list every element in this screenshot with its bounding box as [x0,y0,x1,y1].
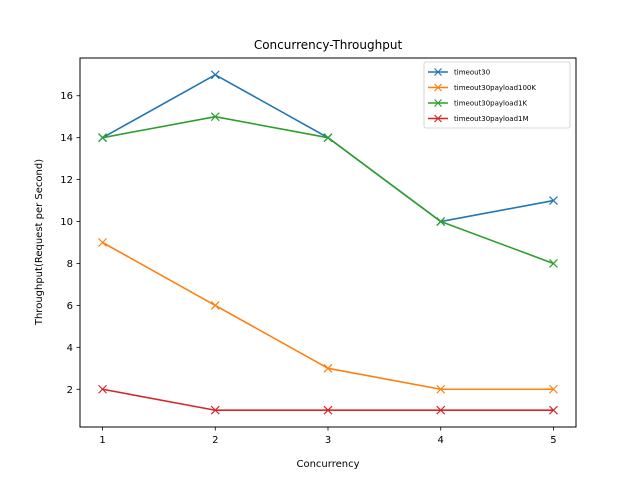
data-point [210,112,220,122]
legend-label: timeout30payload1M [454,115,529,123]
series-timeout30payload1M [98,384,558,415]
series-timeout30payload100K [98,238,558,394]
legend-label: timeout30payload100K [454,84,536,92]
data-point [323,133,333,143]
legend-item: timeout30payload100K [428,83,536,92]
legend-box [423,61,571,129]
y-axis-label: Throughput(Request per Second) [34,159,45,326]
data-point [210,405,220,415]
y-tick-label: 14 [60,133,73,144]
legend-marker [434,83,442,92]
data-point [210,300,220,310]
x-axis-label: Concurrency [296,459,359,470]
x-tick-label: 3 [325,435,331,446]
y-tick-label: 10 [60,217,73,228]
data-point [549,384,558,394]
data-point [98,238,107,247]
x-tick-label: 1 [99,435,105,446]
y-tick-label: 8 [67,259,73,270]
data-point [210,70,220,80]
legend-marker [434,68,442,76]
x-tick-label: 5 [550,435,556,446]
plot-marks [98,70,558,415]
data-point [98,384,107,394]
legend-label: timeout30 [454,69,490,77]
legend-item: timeout30payload1M [428,114,529,123]
y-tick-label: 16 [60,91,73,102]
legend-marker [434,114,442,123]
data-point [98,133,107,143]
x-tick-label: 4 [438,435,444,446]
legend: timeout30 timeout30payload100K timeout30pa… [423,61,571,129]
data-point [436,384,446,394]
data-point [549,259,558,268]
y-tick-label: 6 [67,301,73,312]
chart-title: Concurrency-Throughput [254,38,403,52]
y-tick-label: 12 [60,175,73,186]
data-point [323,363,333,373]
y-tick-label: 2 [67,385,73,396]
legend-item: timeout30payload1K [428,99,527,108]
legend-item: timeout30 [428,68,490,77]
y-tick-label: 4 [67,343,73,354]
data-point [549,196,558,205]
data-point [323,405,333,415]
data-point [549,405,558,415]
legend-marker [434,99,442,107]
series-timeout30payload1K [98,112,558,268]
data-point [436,217,446,226]
x-tick-label: 2 [212,435,218,446]
legend-label: timeout30payload1K [454,100,527,108]
data-point [436,405,446,415]
